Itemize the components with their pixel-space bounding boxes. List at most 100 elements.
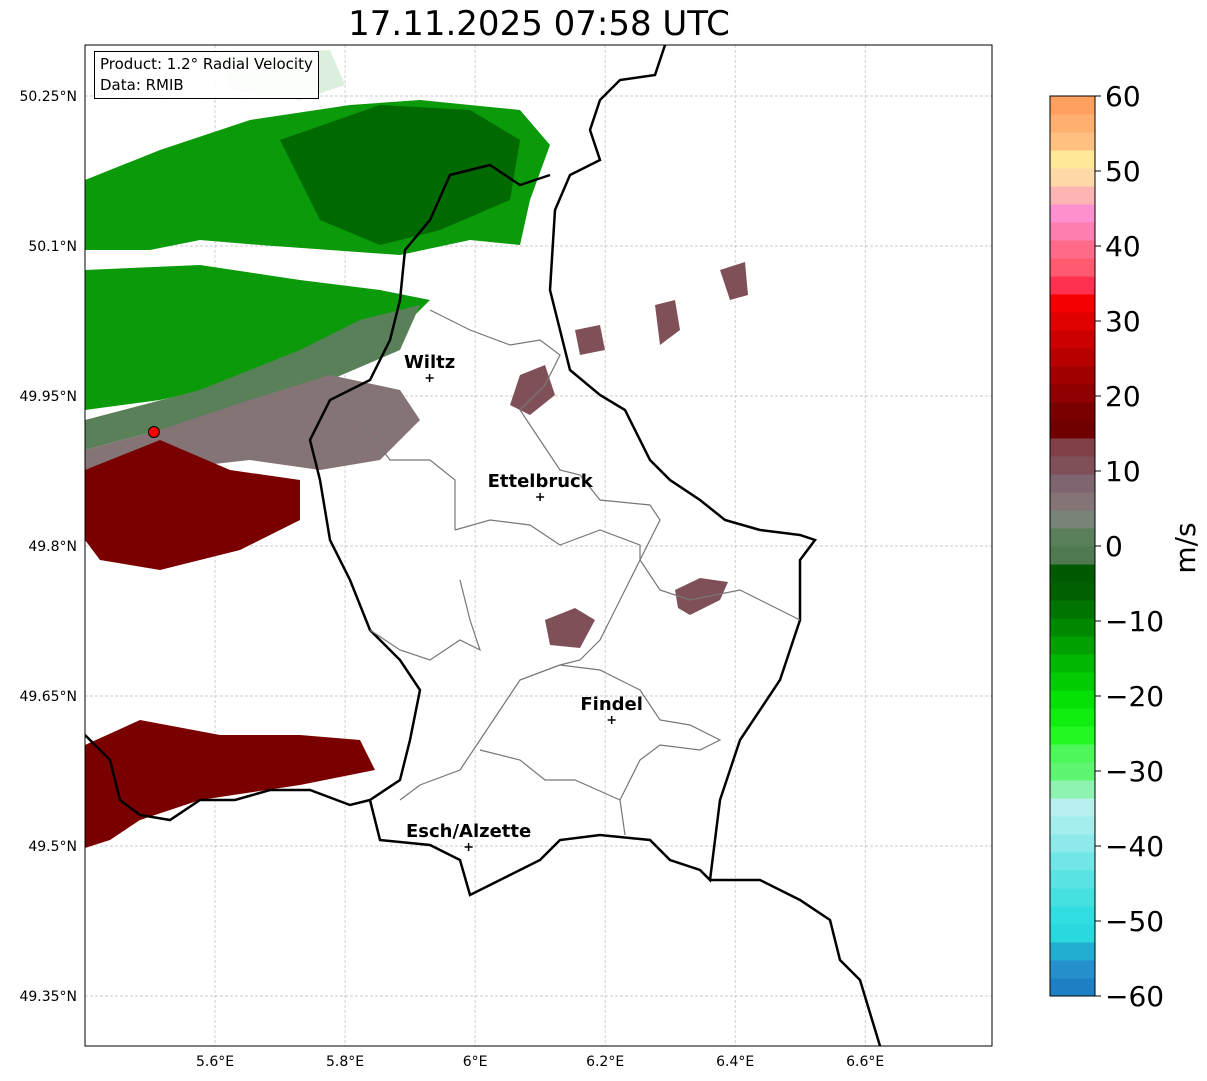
echo-grey-green bbox=[85, 305, 420, 450]
colorbar-band bbox=[1050, 492, 1095, 511]
data-source-label: Data: RMIB bbox=[100, 76, 184, 94]
colorbar-band bbox=[1050, 384, 1095, 403]
city-label: Esch/Alzette bbox=[406, 821, 531, 842]
city-marker-icon bbox=[425, 374, 434, 382]
colorbar-band bbox=[1050, 294, 1095, 313]
colorbar-tick-label: −50 bbox=[1105, 905, 1164, 938]
colorbar-tick-label: 0 bbox=[1105, 530, 1123, 563]
echo-red-near bbox=[85, 440, 300, 570]
colorbar-band bbox=[1050, 150, 1095, 169]
city-markers: Wiltz Ettelbruck Findel Esch/Alzette bbox=[404, 352, 643, 851]
product-label: Product: 1.2° Radial Velocity bbox=[100, 55, 313, 73]
echo-mauve-3 bbox=[675, 578, 728, 615]
canton-border-6 bbox=[359, 419, 456, 530]
colorbar-band bbox=[1050, 978, 1095, 997]
colorbar-band bbox=[1050, 528, 1095, 547]
colorbar-band bbox=[1050, 420, 1095, 439]
colorbar-tick-label: −20 bbox=[1105, 680, 1164, 713]
colorbar-tick-label: −60 bbox=[1105, 980, 1164, 1013]
colorbar-tick-label: 10 bbox=[1105, 455, 1141, 488]
lon-tick-label: 6.4°E bbox=[716, 1054, 754, 1070]
colorbar-tick-label: −40 bbox=[1105, 830, 1164, 863]
colorbar-band bbox=[1050, 474, 1095, 493]
colorbar-tick-label: −10 bbox=[1105, 605, 1164, 638]
colorbar-band bbox=[1050, 636, 1095, 655]
lat-tick-label: 49.5°N bbox=[28, 839, 77, 855]
colorbar-tick-label: 40 bbox=[1105, 230, 1141, 263]
radar-site-marker bbox=[147, 426, 160, 438]
city-marker-icon bbox=[607, 716, 616, 724]
colorbar-band bbox=[1050, 132, 1095, 151]
echo-mauve-2 bbox=[545, 608, 595, 648]
city-label: Ettelbruck bbox=[488, 471, 594, 492]
colorbar-band bbox=[1050, 510, 1095, 529]
colorbar-band bbox=[1050, 870, 1095, 889]
lat-tick-label: 49.95°N bbox=[19, 389, 77, 405]
city-label: Wiltz bbox=[404, 352, 455, 373]
colorbar-band bbox=[1050, 438, 1095, 457]
axis-ticks: 5.6°E 5.8°E 6°E 6.2°E 6.4°E 6.6°E 50.25°N 50.1°… bbox=[19, 89, 884, 1070]
colorbar-band bbox=[1050, 276, 1095, 295]
colorbar-band bbox=[1050, 402, 1095, 421]
colorbar-band bbox=[1050, 744, 1095, 763]
colorbar-band bbox=[1050, 654, 1095, 673]
lon-tick-label: 6.6°E bbox=[846, 1054, 884, 1070]
echo-darkgreen-north bbox=[280, 105, 520, 245]
colorbar-band bbox=[1050, 456, 1095, 475]
colorbar-band bbox=[1050, 366, 1095, 385]
colorbar-band bbox=[1050, 834, 1095, 853]
canton-border-4 bbox=[519, 664, 722, 836]
colorbar-tick-label: −30 bbox=[1105, 755, 1164, 788]
echo-mauve-6 bbox=[655, 300, 680, 345]
lat-tick-label: 50.25°N bbox=[19, 89, 77, 105]
echo-mauve-5 bbox=[575, 325, 605, 355]
colorbar-band bbox=[1050, 564, 1095, 583]
city-marker-icon bbox=[536, 493, 545, 501]
city-label: Findel bbox=[580, 694, 643, 715]
colorbar-band bbox=[1050, 312, 1095, 331]
colorbar-band bbox=[1050, 222, 1095, 241]
colorbar-tick-label: 20 bbox=[1105, 380, 1141, 413]
colorbar-band bbox=[1050, 906, 1095, 925]
canton-border-2 bbox=[399, 519, 641, 801]
colorbar-band bbox=[1050, 114, 1095, 133]
map-frame bbox=[84, 44, 993, 1047]
canton-border-5 bbox=[479, 749, 621, 801]
colorbar-tick-label: 60 bbox=[1105, 80, 1141, 113]
colorbar-band bbox=[1050, 348, 1095, 367]
colorbar-band bbox=[1050, 204, 1095, 223]
colorbar-tick-label: 30 bbox=[1105, 305, 1141, 338]
colorbar-band bbox=[1050, 582, 1095, 601]
canton-border bbox=[429, 309, 801, 621]
map-title: 17.11.2025 07:58 UTC bbox=[348, 4, 730, 44]
colorbar-band bbox=[1050, 852, 1095, 871]
lon-tick-label: 6°E bbox=[463, 1054, 488, 1070]
colorbar-band bbox=[1050, 672, 1095, 691]
colorbar-band bbox=[1050, 168, 1095, 187]
colorbar-band bbox=[1050, 96, 1095, 115]
colorbar-band bbox=[1050, 690, 1095, 709]
lat-tick-label: 49.8°N bbox=[28, 539, 77, 555]
echo-mauve-1 bbox=[510, 365, 555, 415]
colorbar-band bbox=[1050, 240, 1095, 259]
colorbar-band bbox=[1050, 888, 1095, 907]
country-border-france bbox=[85, 734, 371, 822]
colorbar-band bbox=[1050, 546, 1095, 565]
country-border bbox=[308, 45, 818, 897]
colorbar-band bbox=[1050, 762, 1095, 781]
colorbar-band bbox=[1050, 186, 1095, 205]
echo-green-mid bbox=[85, 265, 430, 410]
colorbar-band bbox=[1050, 726, 1095, 745]
colorbar-band bbox=[1050, 600, 1095, 619]
lon-tick-label: 6.2°E bbox=[586, 1054, 624, 1070]
lon-tick-label: 5.6°E bbox=[196, 1054, 234, 1070]
product-info-box: Product: 1.2° Radial Velocity Data: RMIB bbox=[94, 51, 319, 99]
colorbar-band bbox=[1050, 330, 1095, 349]
echo-red-south bbox=[85, 720, 375, 848]
echo-mauve-4 bbox=[720, 262, 748, 300]
lat-tick-label: 49.65°N bbox=[19, 689, 77, 705]
city-marker-icon bbox=[464, 843, 473, 851]
canton-border-3 bbox=[369, 579, 482, 661]
colorbar-band bbox=[1050, 960, 1095, 979]
